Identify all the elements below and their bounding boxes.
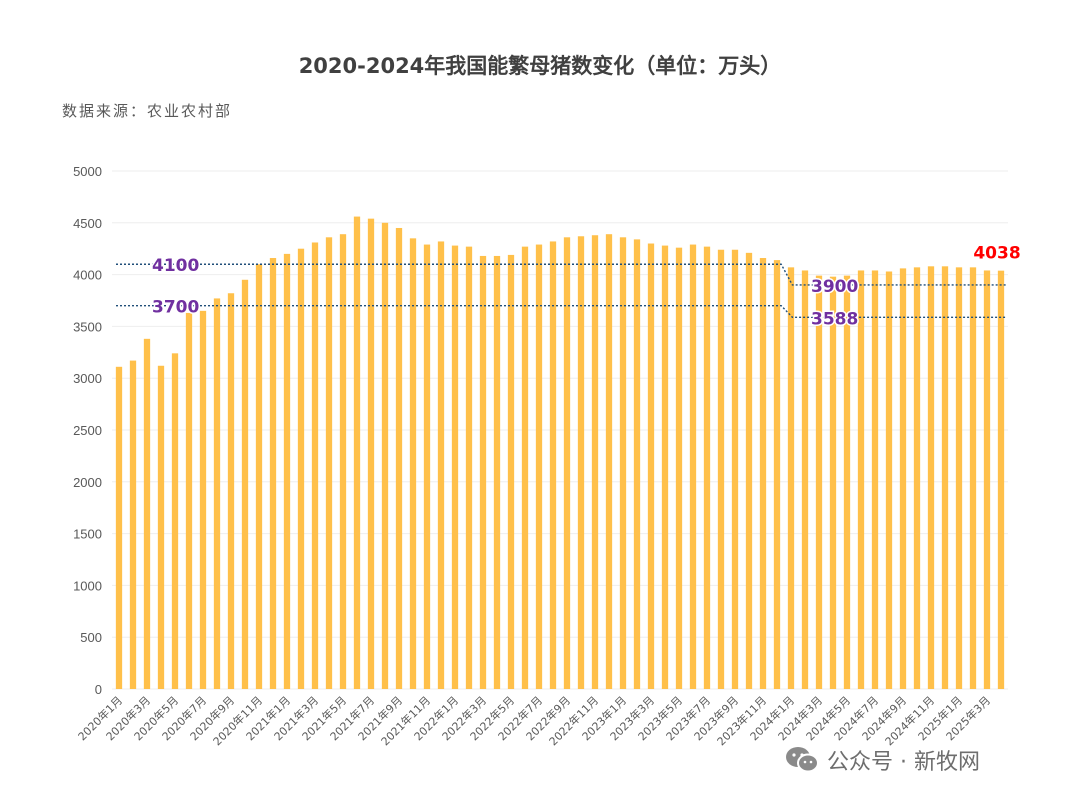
y-tick-label: 3000 xyxy=(73,371,102,386)
bar xyxy=(619,237,627,689)
bar xyxy=(871,270,879,689)
y-tick-label: 4500 xyxy=(73,216,102,231)
bar xyxy=(325,237,333,689)
bar xyxy=(731,249,739,689)
bar xyxy=(549,241,557,689)
bar xyxy=(843,275,851,689)
bar xyxy=(213,298,221,689)
data-source-note: 数据来源：农业农村部 xyxy=(62,102,233,120)
bar xyxy=(633,239,641,689)
reference-line xyxy=(116,263,1006,286)
bar xyxy=(381,222,389,690)
chart-title: 2020-2024年我国能繁母猪数变化（单位：万头） xyxy=(298,54,782,78)
bar xyxy=(367,218,375,689)
bar xyxy=(339,234,347,690)
bar xyxy=(143,338,151,689)
bar xyxy=(171,353,179,689)
bar xyxy=(997,270,1005,689)
bar xyxy=(899,268,907,689)
reference-line xyxy=(116,304,1006,318)
y-tick-label: 4000 xyxy=(73,268,102,283)
reference-label: 4100 xyxy=(152,256,199,276)
y-tick-label: 0 xyxy=(95,682,102,697)
wechat-icon xyxy=(786,747,819,773)
bar xyxy=(297,248,305,689)
bar xyxy=(955,267,963,689)
bar xyxy=(857,270,865,689)
bar xyxy=(661,245,669,690)
bar xyxy=(591,235,599,689)
bar xyxy=(829,276,837,689)
bar xyxy=(815,275,823,689)
bar xyxy=(969,267,977,689)
bar xyxy=(605,234,613,690)
bar xyxy=(927,266,935,689)
y-tick-label: 1500 xyxy=(73,527,102,542)
last-value-label: 4038 xyxy=(973,244,1020,264)
bar xyxy=(773,260,781,689)
y-tick-label: 2000 xyxy=(73,475,102,490)
y-tick-label: 2500 xyxy=(73,423,102,438)
y-tick-label: 5000 xyxy=(73,164,102,179)
bar xyxy=(577,236,585,689)
bar xyxy=(311,242,319,689)
bar xyxy=(703,246,711,690)
bar xyxy=(563,237,571,689)
bar xyxy=(227,293,235,689)
bar xyxy=(941,266,949,689)
bar xyxy=(255,264,263,689)
bar xyxy=(241,279,249,689)
y-tick-label: 500 xyxy=(80,630,102,645)
bar xyxy=(913,267,921,689)
bar xyxy=(451,245,459,690)
bar xyxy=(689,244,697,689)
reference-label: 3700 xyxy=(152,298,199,318)
bar xyxy=(283,253,291,689)
bar xyxy=(129,360,137,689)
reference-drop-label: 3588 xyxy=(811,309,858,329)
bar xyxy=(115,366,123,689)
bar xyxy=(801,270,809,689)
bar xyxy=(885,271,893,689)
bar xyxy=(157,365,165,689)
footer-brand-text: 公众号 · 新牧网 xyxy=(827,750,980,775)
reference-drop-label: 3900 xyxy=(811,277,858,297)
bar xyxy=(493,255,501,689)
bar xyxy=(409,238,417,689)
bar xyxy=(479,255,487,689)
bar xyxy=(675,247,683,689)
bar xyxy=(437,241,445,689)
footer-brand: 公众号 · 新牧网 xyxy=(785,744,980,776)
y-tick-label: 3500 xyxy=(73,319,102,334)
bar xyxy=(353,216,361,690)
bar xyxy=(745,252,753,689)
bar xyxy=(269,258,277,689)
bar xyxy=(199,310,207,689)
bar xyxy=(983,270,991,689)
bar xyxy=(521,246,529,690)
bar xyxy=(395,227,403,690)
bar xyxy=(465,246,473,690)
bar xyxy=(507,254,515,689)
y-tick-label: 1000 xyxy=(73,578,102,593)
bar xyxy=(717,249,725,689)
bar xyxy=(535,244,543,689)
bar xyxy=(787,267,795,689)
bar xyxy=(647,243,655,689)
bar xyxy=(185,312,193,689)
bar xyxy=(423,244,431,689)
bar xyxy=(759,258,767,689)
